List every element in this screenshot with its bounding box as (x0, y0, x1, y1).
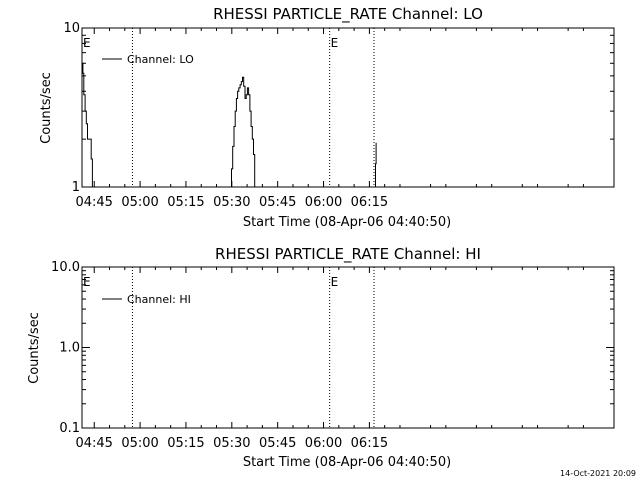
hi-x-tick-label: 05:00 (121, 436, 158, 451)
lo-x-tick-label: 06:00 (305, 195, 342, 210)
hi-event-marker-label: E (331, 275, 339, 289)
lo-x-tick-label: 05:15 (167, 195, 204, 210)
lo-y-tick-label: 10 (63, 21, 80, 36)
lo-x-tick-label: 06:15 (351, 195, 388, 210)
footer-timestamp: 14-Oct-2021 20:09 (560, 469, 636, 478)
hi-y-tick-label: 1.0 (59, 341, 80, 356)
hi-chart-title: RHESSI PARTICLE_RATE Channel: HI (215, 245, 481, 264)
lo-series-line (82, 62, 93, 187)
lo-x-tick-label: 04:45 (75, 195, 112, 210)
hi-event-marker-label: E (83, 275, 91, 289)
hi-x-tick-label: 05:15 (167, 436, 204, 451)
hi-x-tick-label: 06:15 (351, 436, 388, 451)
lo-event-marker-label: E (331, 36, 339, 50)
lo-x-axis-label: Start Time (08-Apr-06 04:40:50) (243, 215, 451, 230)
lo-chart-title: RHESSI PARTICLE_RATE Channel: LO (213, 5, 483, 24)
hi-y-tick-label: 10.0 (51, 260, 80, 275)
lo-legend-label: Channel: LO (127, 53, 194, 66)
lo-x-tick-label: 05:45 (259, 195, 296, 210)
lo-event-marker-label: E (83, 36, 91, 50)
lo-y-tick-label: 1 (72, 180, 80, 195)
lo-plot-frame (81, 27, 615, 188)
hi-x-tick-label: 04:45 (75, 436, 112, 451)
hi-y-axis-label: Counts/sec (27, 312, 42, 384)
lo-channel-panel: RHESSI PARTICLE_RATE Channel: LO Counts/… (39, 5, 615, 230)
lo-x-tick-label: 05:00 (121, 195, 158, 210)
lo-series-line (374, 142, 377, 188)
lo-x-tick-label: 05:30 (213, 195, 250, 210)
hi-legend-label: Channel: HI (127, 293, 191, 306)
hi-channel-panel: RHESSI PARTICLE_RATE Channel: HI Counts/… (27, 245, 615, 470)
lo-y-axis-label: Counts/sec (39, 72, 54, 144)
hi-x-tick-label: 06:00 (305, 436, 342, 451)
hi-x-tick-label: 05:30 (213, 436, 250, 451)
hi-x-axis-label: Start Time (08-Apr-06 04:40:50) (243, 455, 451, 470)
hi-x-tick-label: 05:45 (259, 436, 296, 451)
hi-y-tick-label: 0.1 (59, 421, 80, 436)
lo-series-line (230, 76, 256, 188)
